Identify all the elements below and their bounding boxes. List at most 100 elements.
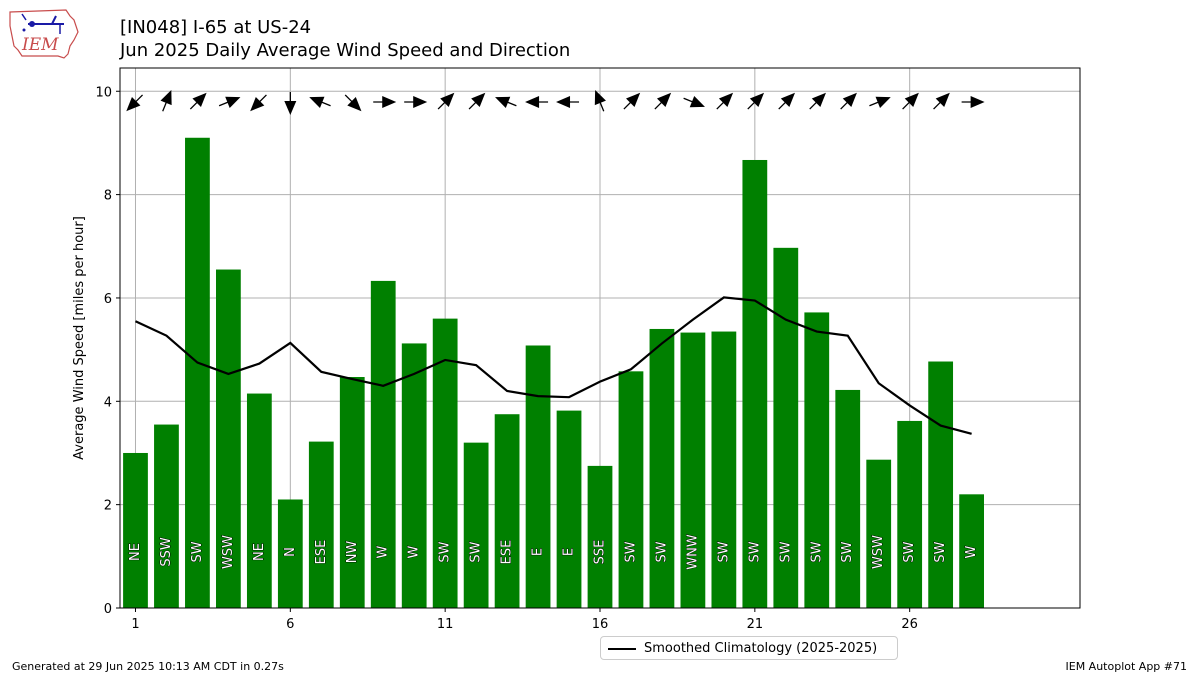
wind-direction-arrow <box>373 96 397 108</box>
wind-direction-arrow <box>716 92 734 110</box>
bar <box>401 343 427 608</box>
wind-direction-arrow <box>468 92 486 110</box>
footer-generated: Generated at 29 Jun 2025 10:13 AM CDT in… <box>12 660 284 673</box>
bar <box>123 452 148 608</box>
wind-direction-arrow <box>594 89 606 112</box>
arrow-head <box>656 92 672 107</box>
wind-direction-arrow <box>778 92 795 110</box>
wind-direction-arrow <box>961 96 985 108</box>
arrow-head <box>811 92 826 107</box>
arrow-head <box>689 96 705 108</box>
bar <box>742 159 768 608</box>
wind-direction-arrow <box>284 92 297 115</box>
wind-direction-arrow <box>495 96 517 108</box>
wind-direction-arrow <box>160 89 172 112</box>
direction-label: SW <box>778 541 793 562</box>
arrow-head <box>495 96 511 108</box>
direction-label: SW <box>809 541 824 562</box>
direction-label: ESE <box>500 540 515 565</box>
wind-direction-arrow <box>437 92 455 110</box>
bar <box>928 361 954 608</box>
wind-direction-arrow <box>654 92 672 110</box>
arrow-head <box>749 92 765 107</box>
legend-label: Smoothed Climatology (2025-2025) <box>644 641 878 656</box>
x-tick-label: 16 <box>592 617 609 632</box>
direction-label: NE <box>128 543 143 561</box>
bar <box>897 420 923 608</box>
y-axis-label: Average Wind Speed [miles per hour] <box>72 216 87 460</box>
arrow-head <box>842 92 857 107</box>
x-tick-label: 1 <box>131 617 139 632</box>
logo-text: IEM <box>21 35 59 55</box>
direction-label: SW <box>747 541 762 562</box>
arrow-head <box>309 96 325 108</box>
x-tick-label: 6 <box>286 617 294 632</box>
bar <box>835 389 861 608</box>
y-tick-label: 4 <box>104 395 112 410</box>
footer-app: IEM Autoplot App #71 <box>1065 660 1188 673</box>
direction-label: SSW <box>159 537 174 567</box>
direction-label: W <box>376 545 391 558</box>
direction-label: W <box>407 545 422 558</box>
direction-label: WSW <box>871 535 886 569</box>
wind-direction-arrow <box>747 92 765 110</box>
arrow-head <box>347 97 362 112</box>
wind-direction-arrow <box>189 92 207 110</box>
arrow-head <box>875 96 891 108</box>
y-tick-label: 0 <box>104 602 112 617</box>
arrow-head <box>440 92 455 107</box>
bar <box>866 459 892 608</box>
wind-direction-arrow <box>809 92 826 110</box>
y-tick-label: 6 <box>104 292 112 307</box>
arrow-head <box>160 89 172 106</box>
wind-direction-arrow <box>344 94 362 112</box>
direction-label: SW <box>933 541 948 562</box>
direction-label: N <box>283 547 298 557</box>
x-tick-label: 21 <box>747 617 764 632</box>
chart-title-line1: [IN048] I-65 at US-24 <box>120 17 312 38</box>
wind-direction-arrow <box>840 92 857 110</box>
arrow-head <box>192 92 207 107</box>
direction-label: SW <box>469 541 484 562</box>
bar <box>246 393 272 608</box>
arrow-head <box>970 96 985 108</box>
bar <box>277 499 303 608</box>
direction-label: E <box>562 548 577 556</box>
bar <box>618 371 644 608</box>
direction-label: E <box>531 548 546 556</box>
arrow-head <box>471 92 486 107</box>
wind-direction-arrow <box>309 96 331 108</box>
y-tick-label: 2 <box>104 499 112 514</box>
bar <box>680 332 706 608</box>
arrow-head <box>126 97 141 112</box>
direction-label: SW <box>654 541 669 562</box>
wind-direction-arrow <box>933 92 950 110</box>
wind-direction-arrow <box>683 96 705 108</box>
direction-label: SW <box>716 541 731 562</box>
legend-line-swatch <box>608 648 636 650</box>
arrow-head <box>413 96 428 108</box>
direction-label: WSW <box>221 535 236 569</box>
direction-arrows <box>126 89 985 115</box>
climatology-line <box>135 296 972 435</box>
bar <box>773 247 799 608</box>
bar <box>216 269 241 608</box>
legend: Smoothed Climatology (2025-2025) <box>600 636 898 660</box>
bar <box>185 137 210 608</box>
wind-direction-arrow <box>902 92 919 110</box>
climatology-polyline <box>135 296 972 435</box>
wind-direction-arrow <box>869 96 891 108</box>
bar <box>556 410 582 608</box>
arrow-head <box>284 101 297 115</box>
bar <box>370 280 396 608</box>
direction-label: SW <box>190 541 205 562</box>
arrow-head <box>626 92 641 107</box>
direction-label: SW <box>623 541 638 562</box>
wind-direction-arrow <box>525 96 549 108</box>
wind-direction-arrow <box>126 94 144 112</box>
bar <box>154 424 179 608</box>
arrow-head <box>904 92 919 107</box>
wind-direction-arrow <box>556 96 580 108</box>
direction-label: SW <box>840 541 855 562</box>
